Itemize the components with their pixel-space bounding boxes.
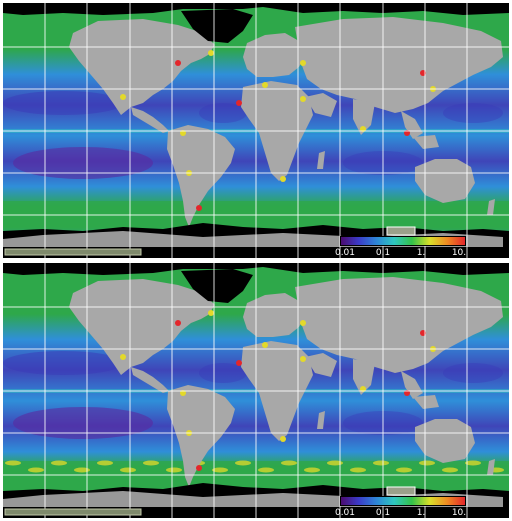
coastal-bloom	[175, 320, 181, 326]
land-southAmerica	[167, 125, 235, 227]
chlorophyll-map-bottom: 0.01 0.1 1. 10.	[3, 263, 509, 518]
coastal-bloom	[120, 94, 126, 100]
oligotrophic-gyre	[199, 103, 247, 123]
oligotrophic-gyre	[13, 407, 153, 439]
land-india	[353, 99, 375, 135]
land-centralAmerica	[131, 107, 169, 133]
colorbar-tick-label: 1.	[417, 248, 426, 258]
bloom-patch	[212, 467, 228, 473]
bloom-patch	[258, 467, 274, 473]
coastal-bloom	[300, 320, 306, 326]
bloom-patch	[350, 467, 366, 473]
land-australia	[415, 159, 475, 203]
oligotrophic-gyre	[3, 351, 123, 375]
coastal-bloom	[300, 356, 306, 362]
bloom-patch	[166, 467, 182, 473]
coastal-bloom	[208, 310, 214, 316]
bloom-patch	[304, 467, 320, 473]
land-japan	[445, 57, 455, 83]
coastal-bloom	[262, 342, 268, 348]
land-newZealand	[487, 459, 495, 475]
land-seAsia	[401, 111, 423, 139]
coastal-bloom	[280, 176, 286, 182]
map-canvas: 0.01 0.1 1. 10.	[3, 263, 509, 518]
land-seAsia	[401, 371, 423, 399]
bloom-patch	[327, 460, 343, 466]
land-europe	[243, 293, 305, 337]
bloom-patch	[28, 467, 44, 473]
map-canvas: 0.01 0.1 1. 10.	[3, 3, 509, 258]
colorbar-tick-label: 10.	[452, 248, 466, 258]
land-india	[353, 359, 375, 395]
bloom-patch	[442, 467, 458, 473]
greenland-no-data	[181, 269, 253, 303]
land-australia	[415, 419, 475, 463]
land-arabia	[305, 93, 337, 117]
coastal-bloom	[175, 60, 181, 66]
coastal-bloom	[236, 360, 242, 366]
oligotrophic-gyre	[3, 91, 123, 115]
colorbar-tick-label: 0.01	[335, 248, 355, 258]
land-arabia	[305, 353, 337, 377]
land-northAmerica	[69, 19, 215, 115]
legend-swatch	[386, 226, 416, 236]
bloom-patch	[5, 460, 21, 466]
land-madagascar	[317, 411, 325, 429]
colorbar-legend	[341, 497, 465, 505]
bloom-patch	[120, 467, 136, 473]
coastal-bloom	[300, 60, 306, 66]
bloom-patch	[97, 460, 113, 466]
bloom-patch	[465, 460, 481, 466]
lat-lon-grid	[3, 3, 509, 258]
caption-box	[4, 508, 142, 516]
colorbar-tick-label: 1.	[417, 508, 426, 518]
land-centralAmerica	[131, 367, 169, 393]
bloom-patch	[373, 460, 389, 466]
colorbar-tick-label: 10.	[452, 508, 466, 518]
colorbar-tick-label: 0.1	[376, 508, 390, 518]
land-japan	[445, 317, 455, 343]
oligotrophic-gyre	[199, 363, 247, 383]
bloom-patch	[143, 460, 159, 466]
bloom-patch	[396, 467, 412, 473]
coastal-bloom	[300, 96, 306, 102]
land-europe	[243, 33, 305, 77]
land-borneo	[413, 395, 439, 409]
coastal-bloom	[196, 205, 202, 211]
coastal-bloom	[262, 82, 268, 88]
coastal-bloom	[196, 465, 202, 471]
bloom-patch	[419, 460, 435, 466]
oligotrophic-gyre	[13, 147, 153, 179]
bloom-patch	[235, 460, 251, 466]
colorbar-legend	[341, 237, 465, 245]
bloom-patch	[281, 460, 297, 466]
coastal-bloom	[236, 100, 242, 106]
colorbar-tick-label: 0.1	[376, 248, 390, 258]
land-southAmerica	[167, 385, 235, 487]
colorbar-tick-label: 0.01	[335, 508, 355, 518]
oligotrophic-gyre	[443, 363, 503, 383]
bloom-patch	[74, 467, 90, 473]
bloom-patch	[51, 460, 67, 466]
coastal-bloom	[280, 436, 286, 442]
chlorophyll-map-top: 0.01 0.1 1. 10.	[3, 3, 509, 258]
land-newZealand	[487, 199, 495, 215]
legend-swatch	[386, 486, 416, 496]
land-borneo	[413, 135, 439, 149]
coastal-bloom	[208, 50, 214, 56]
greenland-no-data	[181, 9, 253, 43]
land-madagascar	[317, 151, 325, 169]
lat-lon-grid	[3, 263, 509, 518]
oligotrophic-gyre	[443, 103, 503, 123]
coastal-bloom	[120, 354, 126, 360]
caption-box	[4, 248, 142, 256]
land-northAmerica	[69, 279, 215, 375]
